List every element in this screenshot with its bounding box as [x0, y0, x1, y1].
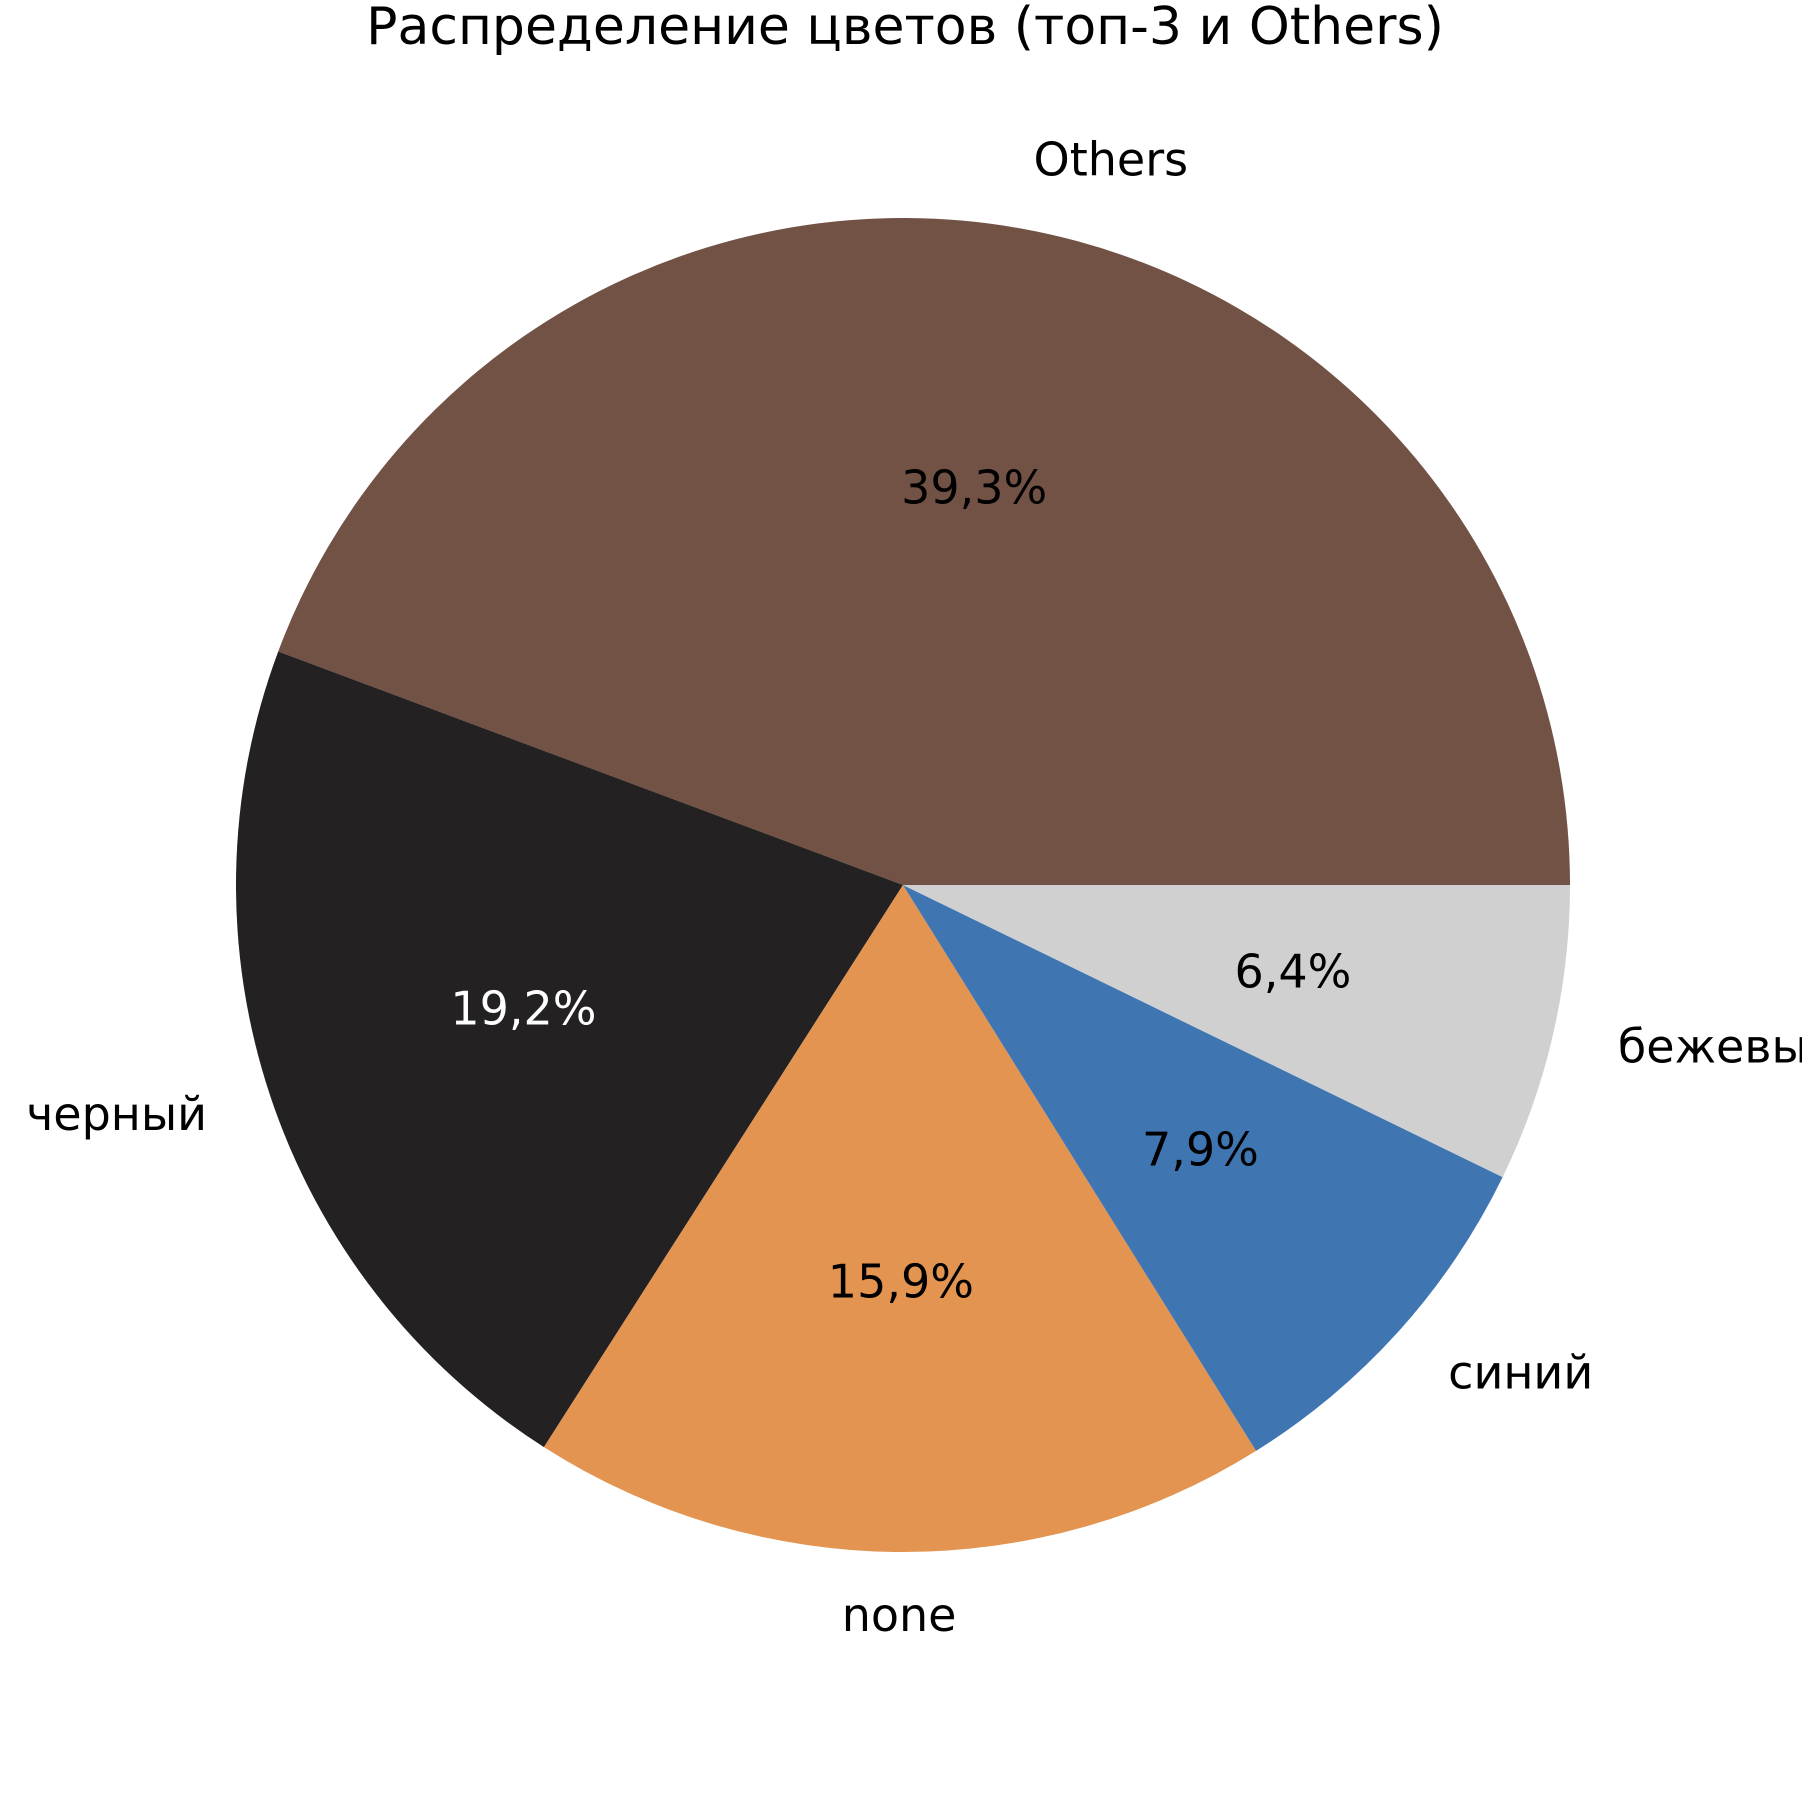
pie-slice — [278, 217, 1570, 886]
chart-title: Распределение цветов (топ-3 и Others) — [366, 0, 1444, 57]
slice-label: Others — [1034, 133, 1189, 187]
value-label: 39,3% — [901, 461, 1047, 515]
pie-slice — [236, 651, 903, 1448]
pie-slice — [903, 885, 1503, 1451]
pie-slice — [903, 885, 1570, 1178]
value-label: 6,4% — [1235, 944, 1352, 998]
value-label: 15,9% — [828, 1255, 974, 1309]
value-label: 19,2% — [450, 981, 596, 1035]
slice-label: none — [842, 1588, 957, 1642]
slice-label: черный — [26, 1087, 207, 1141]
value-label: 7,9% — [1142, 1122, 1259, 1176]
slice-label: синий — [1448, 1346, 1593, 1400]
slice-label: бежевый — [1618, 1019, 1802, 1073]
pie-slice — [543, 885, 1257, 1552]
